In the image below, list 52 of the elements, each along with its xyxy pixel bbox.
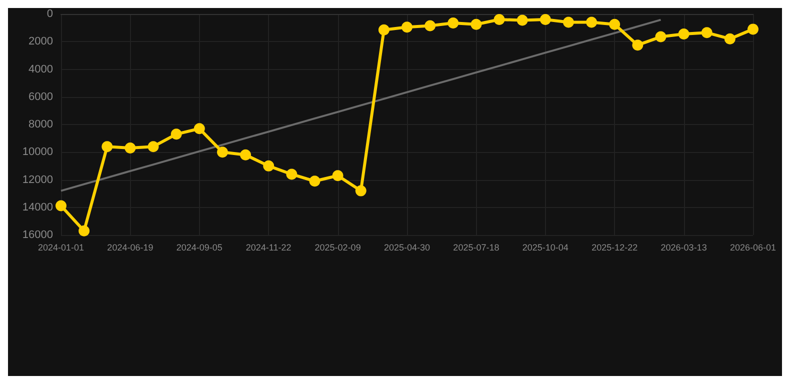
x-tick-label: 2024-11-22 <box>246 242 292 252</box>
x-tick-label: 2024-09-05 <box>176 242 222 252</box>
x-tick-label: 2025-07-18 <box>453 242 500 252</box>
point <box>309 176 320 187</box>
y-tick-label: 10000 <box>22 146 53 158</box>
point <box>286 168 298 180</box>
point <box>355 185 366 196</box>
y-tick-label: 8000 <box>28 118 53 130</box>
point <box>540 14 551 26</box>
point <box>494 14 505 26</box>
point <box>586 16 598 28</box>
point <box>470 18 482 30</box>
point <box>424 20 436 32</box>
point <box>448 17 459 28</box>
x-tick-label: 2026-06-01 <box>730 242 776 252</box>
line-series <box>60 18 662 192</box>
x-tick-label: 2024-06-19 <box>107 242 154 252</box>
x-tick-label: 2025-04-30 <box>384 242 430 252</box>
x-tick-label: 2025-10-04 <box>522 242 568 252</box>
point <box>216 146 228 158</box>
point <box>240 149 252 160</box>
point <box>678 28 690 40</box>
point <box>562 16 574 28</box>
point <box>56 200 66 212</box>
x-tick-label: 2024-01-01 <box>38 242 84 252</box>
point <box>632 40 644 51</box>
point <box>402 22 412 33</box>
point <box>516 14 528 26</box>
point <box>655 31 666 42</box>
y-tick-label: 2000 <box>28 36 53 48</box>
point <box>263 160 274 172</box>
point <box>724 33 736 44</box>
point <box>78 225 90 236</box>
y-tick-label: 14000 <box>22 201 53 214</box>
point <box>748 24 758 35</box>
y-tick-label: 4000 <box>28 63 53 76</box>
x-tick-label: 2025-02-09 <box>314 242 361 252</box>
point <box>701 27 712 38</box>
x-tick-label: 2026-03-13 <box>660 242 707 252</box>
point <box>170 128 182 140</box>
x-tick-label: 2025-12-22 <box>592 242 638 252</box>
point <box>102 141 113 152</box>
y-tick-label: 0 <box>46 8 53 20</box>
point <box>332 170 344 182</box>
point <box>609 18 620 30</box>
point <box>194 123 205 134</box>
point <box>124 142 136 154</box>
y-tick-label: 12000 <box>22 174 53 186</box>
y-tick-label: 16000 <box>22 229 53 241</box>
point <box>378 24 390 36</box>
point <box>148 141 159 152</box>
y-tick-label: 6000 <box>28 90 53 103</box>
